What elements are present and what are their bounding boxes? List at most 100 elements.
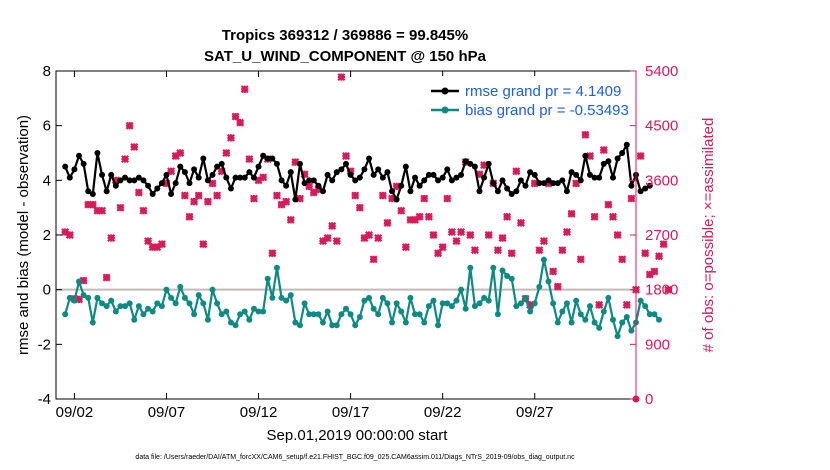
- rmse-point: [494, 188, 501, 195]
- bias-point: [563, 300, 570, 307]
- bias-point: [425, 303, 432, 310]
- bias-point: [283, 297, 290, 304]
- rmse-point: [540, 180, 547, 187]
- bias-point: [646, 311, 653, 318]
- rmse-point: [370, 171, 377, 178]
- chart-title: Tropics 369312 / 369886 = 99.845% SAT_U_…: [204, 27, 487, 65]
- bias-point: [384, 300, 391, 307]
- obs-assimilated-marker: [374, 234, 383, 243]
- obs-assimilated-marker: [213, 191, 222, 200]
- bias-point: [453, 297, 460, 304]
- rmse-point: [250, 174, 257, 181]
- bias-point: [379, 294, 386, 301]
- obs-assimilated-marker: [157, 240, 166, 249]
- rmse-point: [301, 180, 308, 187]
- obs-assimilated-marker: [627, 194, 636, 203]
- obs-assimilated-marker: [558, 246, 567, 255]
- rmse-point: [140, 177, 147, 184]
- bias-point: [481, 294, 488, 301]
- rmse-point: [319, 188, 326, 195]
- rmse-point: [393, 196, 400, 203]
- bias-point: [292, 319, 299, 326]
- obs-assimilated-marker: [208, 179, 217, 188]
- rmse-point: [563, 188, 570, 195]
- rmse-point: [550, 180, 557, 187]
- rmse-point: [200, 155, 207, 162]
- obs-assimilated-marker: [443, 194, 452, 203]
- obs-assimilated-marker: [291, 158, 300, 167]
- left-y-axis: 8 6 4 2 0 -2 -4: [38, 63, 62, 408]
- bias-point: [306, 311, 313, 318]
- obs-assimilated-marker: [319, 237, 327, 246]
- bias-point: [319, 319, 326, 326]
- rmse-point: [421, 177, 428, 184]
- bias-point: [490, 264, 497, 271]
- bias-point: [273, 264, 280, 271]
- obs-assimilated-marker: [323, 234, 332, 243]
- bias-point: [582, 316, 589, 323]
- obs-assimilated-marker: [618, 255, 627, 264]
- rmse-point: [609, 174, 616, 181]
- rmse-point: [149, 191, 156, 197]
- rmse-point: [108, 171, 115, 178]
- obs-assimilated-marker: [75, 295, 83, 304]
- rmse-point: [596, 174, 603, 181]
- obs-assimilated-marker: [415, 212, 424, 221]
- rmse-point: [416, 182, 423, 189]
- left-y-tick-label: 4: [43, 172, 51, 189]
- data-file-footnote: data file: /Users/raeder/DAI/ATM_forcXX/…: [135, 454, 575, 461]
- bias-point: [517, 300, 524, 307]
- bias-point: [89, 319, 96, 326]
- bias-point: [94, 294, 101, 301]
- bias-point: [435, 322, 442, 329]
- rmse-point: [412, 174, 419, 181]
- bias-point: [448, 303, 455, 310]
- bias-point: [250, 305, 257, 312]
- rmse-point: [577, 177, 584, 184]
- rmse-point: [122, 174, 129, 181]
- bias-point: [181, 294, 188, 301]
- rmse-point: [131, 177, 138, 184]
- obs-assimilated-marker: [447, 227, 456, 236]
- x-axis-label: Sep.01,2019 00:00:00 start: [267, 427, 449, 444]
- rmse-point: [329, 177, 336, 184]
- rmse-point: [195, 174, 202, 181]
- obs-assimilated-marker: [392, 182, 401, 191]
- bias-point: [296, 322, 303, 329]
- left-y-tick-label: 8: [43, 63, 51, 80]
- bias-point: [540, 256, 547, 263]
- rmse-point: [315, 182, 322, 189]
- obs-assimilated-marker: [286, 215, 295, 224]
- bias-point: [177, 283, 184, 290]
- left-y-tick-label: 6: [43, 118, 51, 135]
- obs-assimilated-marker: [411, 215, 420, 224]
- bias-point: [214, 300, 221, 307]
- obs-assimilated-marker: [549, 267, 558, 276]
- bias-point: [361, 297, 368, 304]
- bias-line: [64, 258, 660, 338]
- obs-assimilated-marker: [84, 200, 93, 209]
- rmse-point: [628, 182, 635, 189]
- bias-point: [145, 305, 152, 312]
- rmse-point: [356, 174, 363, 181]
- obs-assimilated-marker: [420, 194, 429, 203]
- obs-assimilated-marker: [171, 152, 180, 161]
- bias-point: [462, 305, 469, 312]
- bias-point: [513, 303, 520, 310]
- rmse-point: [278, 177, 285, 184]
- obs-assimilated-marker: [217, 167, 226, 176]
- obs-assimilated-marker: [585, 152, 594, 161]
- obs-assimilated-marker: [93, 206, 102, 215]
- bias-point: [343, 305, 349, 312]
- rmse-point: [573, 171, 580, 178]
- bias-point: [227, 319, 234, 326]
- bias-point: [338, 311, 345, 318]
- obs-assimilated-marker: [503, 212, 512, 221]
- rmse-point: [218, 160, 225, 167]
- bias-point: [168, 294, 175, 301]
- rmse-point: [306, 177, 313, 184]
- bias-point: [605, 294, 612, 301]
- obs-assimilated-marker: [553, 282, 562, 291]
- rmse-point: [471, 163, 478, 170]
- obs-assimilated-marker: [475, 170, 484, 179]
